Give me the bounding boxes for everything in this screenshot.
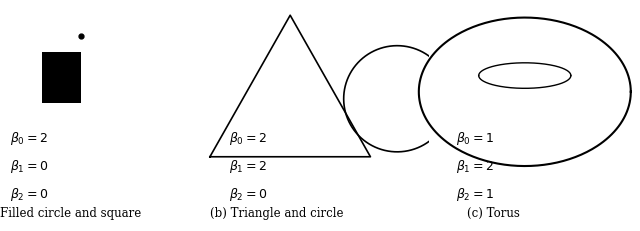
Text: $\beta_1 = 2$: $\beta_1 = 2$ [456, 157, 493, 174]
Text: $\beta_1 = 0$: $\beta_1 = 0$ [10, 157, 48, 174]
Text: $\beta_2 = 0$: $\beta_2 = 0$ [229, 185, 268, 202]
Text: (c) Torus: (c) Torus [467, 207, 520, 219]
Text: $\beta_1 = 2$: $\beta_1 = 2$ [229, 157, 268, 174]
Text: (b) Triangle and circle: (b) Triangle and circle [210, 207, 344, 219]
Text: $\beta_0 = 2$: $\beta_0 = 2$ [10, 129, 47, 146]
Text: $\beta_0 = 1$: $\beta_0 = 1$ [456, 129, 493, 146]
Text: Filled circle and square: Filled circle and square [0, 207, 141, 219]
Text: $\beta_2 = 1$: $\beta_2 = 1$ [456, 185, 493, 202]
Text: $\beta_2 = 0$: $\beta_2 = 0$ [10, 185, 48, 202]
Bar [42, 53, 81, 104]
Text: $\beta_0 = 2$: $\beta_0 = 2$ [229, 129, 268, 146]
